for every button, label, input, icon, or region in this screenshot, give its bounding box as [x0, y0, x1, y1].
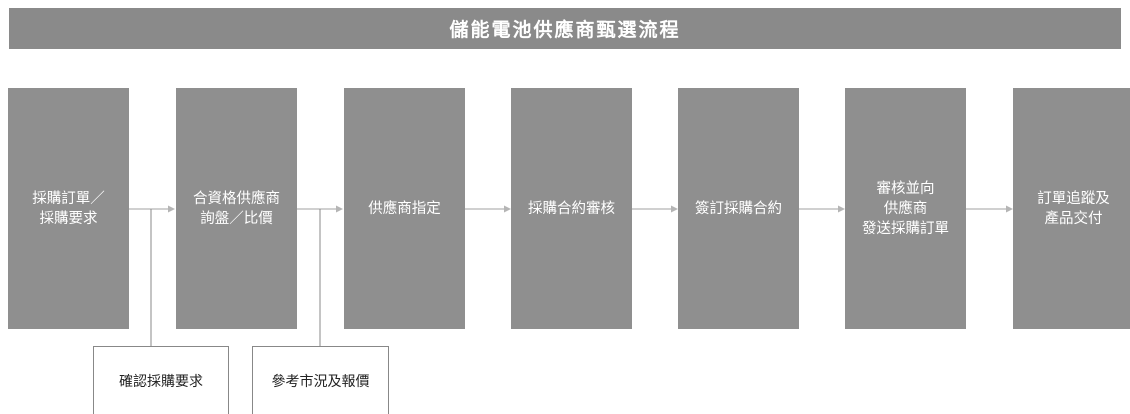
step-box-5: 簽訂採購合約 — [678, 88, 799, 329]
note-connectors — [150, 209, 321, 346]
arrowhead-2-3 — [336, 205, 343, 213]
arrowhead-5-6 — [838, 205, 845, 213]
step-label-5: 簽訂採購合約 — [695, 200, 782, 217]
step-box-3: 供應商指定 — [344, 88, 465, 329]
diagram-title: 儲能電池供應商甄選流程 — [449, 19, 681, 41]
step-label-4: 採購合約審核 — [528, 200, 615, 217]
step-box-2: 合資格供應商 詢盤／比價 — [176, 88, 297, 329]
note-box-1: 確認採購要求 — [93, 346, 229, 414]
step-box-1: 採購訂單／ 採購要求 — [8, 88, 129, 329]
arrowhead-1-2 — [168, 205, 175, 213]
arrowhead-3-4 — [504, 205, 511, 213]
title-bar: 儲能電池供應商甄選流程 — [9, 8, 1121, 49]
step-label-3: 供應商指定 — [368, 200, 441, 217]
note-box-2: 參考市況及報價 — [252, 346, 389, 414]
step-label-6: 審核並向 供應商 發送採購訂單 — [862, 180, 949, 237]
arrowhead-6-7 — [1006, 205, 1013, 213]
step-label-1: 採購訂單／ 採購要求 — [32, 190, 105, 227]
note-label-2: 參考市況及報價 — [271, 373, 370, 390]
note-label-1: 確認採購要求 — [119, 373, 203, 390]
step-box-7: 訂單追蹤及 產品交付 — [1013, 88, 1130, 329]
step-box-4: 採購合約審核 — [511, 88, 632, 329]
step-box-6: 審核並向 供應商 發送採購訂單 — [845, 88, 966, 329]
arrowhead-4-5 — [671, 205, 678, 213]
step-label-2: 合資格供應商 詢盤／比價 — [193, 190, 280, 227]
step-label-7: 訂單追蹤及 產品交付 — [1037, 190, 1110, 227]
step-arrows — [129, 205, 1013, 213]
